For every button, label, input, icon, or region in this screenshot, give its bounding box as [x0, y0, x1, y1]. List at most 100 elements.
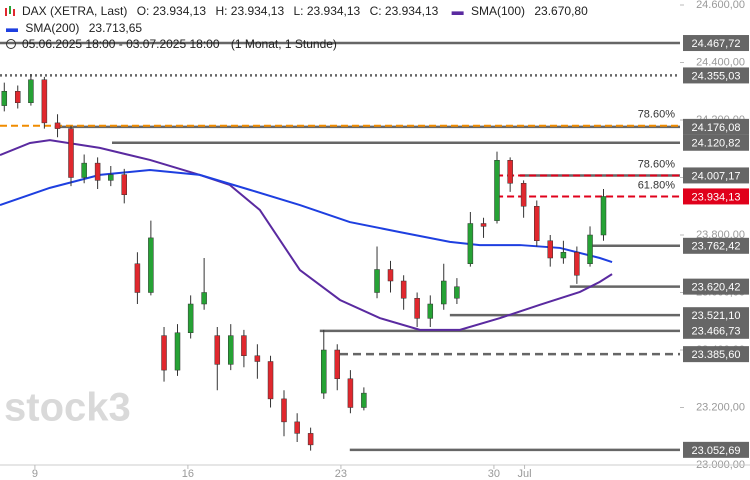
candle-body: [347, 378, 354, 408]
candle-body: [148, 237, 154, 293]
price-label: 24.467,72: [692, 38, 741, 50]
candle-body: [214, 335, 221, 365]
ohlc-label: L: 23.934,13: [294, 4, 361, 18]
candle-body: [54, 122, 61, 129]
price-box: [683, 346, 749, 363]
price-box: [683, 134, 749, 151]
y-tick-label: 24.600,00: [696, 0, 745, 11]
candle-body: [28, 79, 34, 103]
price-label: 24.176,08: [692, 122, 741, 134]
candle-body: [454, 286, 460, 299]
interval: (1 Monat, 1 Stunde): [231, 37, 337, 51]
price-box: [683, 441, 749, 458]
candle-body: [227, 335, 234, 365]
x-tick-label: Jul: [518, 468, 532, 480]
candle-body: [574, 252, 580, 276]
price-label: 23.052,69: [692, 445, 741, 457]
price-box: [683, 278, 749, 295]
candle-body: [174, 332, 181, 371]
candle-body: [14, 91, 21, 103]
price-box: [683, 167, 749, 184]
price-box: [683, 322, 749, 339]
price-box: [683, 307, 749, 324]
ohlc-label: O: 23.934,13: [137, 4, 207, 18]
candle-body: [321, 349, 327, 394]
candle-body: [187, 303, 194, 333]
candle-body: [281, 398, 287, 423]
x-tick-label: 16: [182, 468, 194, 480]
candle-body: [440, 280, 447, 305]
legend: DAX (XETRA, Last) O: 23.934,13 H: 23.934…: [5, 4, 588, 51]
fib-label: 78.60%: [638, 158, 676, 170]
candle-body: [81, 162, 87, 178]
price-label: 24.355,03: [692, 70, 741, 82]
candle-body: [134, 263, 141, 293]
price-label: 23.521,10: [692, 310, 741, 322]
candle-body: [507, 160, 513, 184]
fib-label: 61.80%: [638, 179, 676, 191]
legend-value: 23.670,80: [534, 4, 588, 18]
x-tick-label: 9: [32, 468, 38, 480]
price-label: 23.620,42: [692, 282, 741, 294]
price-box: [683, 35, 749, 52]
price-label: 23.934,13: [692, 191, 741, 203]
period: 05.06.2025 18:00 - 03.07.2025 18:00: [22, 37, 220, 51]
legend-swatch: ▬: [6, 21, 18, 35]
candle-body: [267, 361, 274, 400]
legend-entry: SMA(100): [471, 4, 525, 18]
price-label: 23.762,42: [692, 241, 741, 253]
candle-body: [94, 162, 101, 181]
plot-area: [0, 41, 680, 452]
candle-body: [427, 303, 434, 319]
price-box: [683, 237, 749, 254]
candle-body: [1, 91, 8, 106]
price-box: [683, 188, 749, 205]
candle-body: [374, 269, 380, 293]
y-tick-label: 23.200,00: [696, 401, 745, 413]
candle-body: [400, 280, 407, 299]
sma-line: [0, 139, 613, 331]
candle-body: [241, 335, 247, 356]
legend-value: 23.713,65: [89, 21, 143, 35]
candle-body: [254, 355, 261, 362]
x-tick-label: 23: [335, 468, 347, 480]
candle-body: [560, 252, 567, 259]
candle-body: [534, 206, 540, 241]
fib-label: 78.60%: [638, 109, 676, 121]
y-tick-label: 24.400,00: [696, 56, 745, 68]
candle-body: [520, 183, 527, 207]
candle-body: [494, 160, 500, 221]
candle-body: [387, 269, 394, 282]
price-label: 24.120,82: [692, 138, 741, 150]
candle-body: [307, 433, 314, 446]
candle-body: [467, 223, 474, 264]
ohlc-label: H: 23.934,13: [215, 4, 284, 18]
price-label: 23.385,60: [692, 349, 741, 361]
candle-body: [121, 174, 127, 195]
x-tick-label: 30: [488, 468, 500, 480]
candle-icon: [5, 6, 15, 16]
candle-body: [68, 128, 74, 178]
candle-body: [480, 223, 487, 227]
candle-body: [161, 335, 167, 371]
candle-body: [108, 174, 114, 181]
candle-body: [414, 298, 420, 319]
price-box: [683, 67, 749, 84]
legend-entry: SMA(200): [25, 21, 79, 35]
period-line: 05.06.2025 18:00 - 03.07.2025 18:00 (1 M…: [22, 37, 337, 51]
price-label: 23.466,73: [692, 326, 741, 338]
sma-line: [0, 169, 613, 263]
legend-entry: DAX (XETRA, Last): [22, 4, 127, 18]
legend-swatch: ▬: [452, 4, 464, 18]
candle-body: [41, 79, 48, 124]
price-box: [683, 118, 749, 135]
price-label: 24.007,17: [692, 170, 741, 182]
candle-body: [201, 292, 207, 305]
candle-body: [547, 240, 553, 259]
candle-body: [600, 196, 607, 236]
clock-icon: [6, 39, 16, 49]
candle-body: [361, 392, 367, 408]
